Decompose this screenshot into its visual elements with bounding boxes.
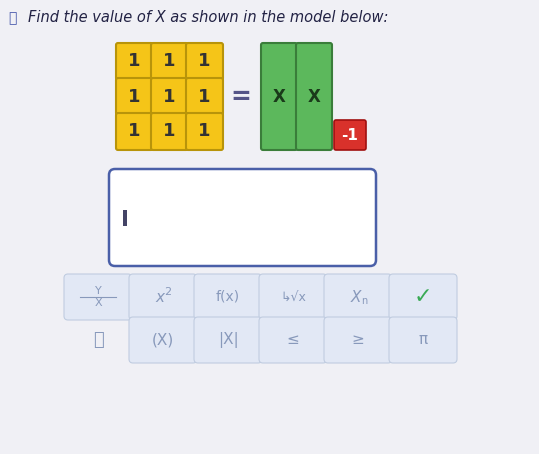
FancyBboxPatch shape	[259, 317, 327, 363]
Text: ≤: ≤	[287, 332, 299, 347]
Text: 1: 1	[128, 88, 141, 105]
FancyBboxPatch shape	[116, 43, 153, 80]
Text: n: n	[361, 296, 367, 306]
Text: (X): (X)	[152, 332, 174, 347]
Text: -1: -1	[342, 128, 358, 143]
FancyBboxPatch shape	[151, 43, 188, 80]
Text: 🗑: 🗑	[93, 331, 103, 349]
FancyBboxPatch shape	[116, 78, 153, 115]
FancyBboxPatch shape	[151, 78, 188, 115]
Text: |X|: |X|	[218, 332, 238, 348]
Text: 1: 1	[163, 88, 176, 105]
Text: X: X	[308, 88, 321, 105]
FancyBboxPatch shape	[129, 317, 197, 363]
FancyBboxPatch shape	[116, 113, 153, 150]
Text: ≥: ≥	[351, 332, 364, 347]
Text: ↳√x: ↳√x	[280, 291, 306, 304]
FancyBboxPatch shape	[186, 78, 223, 115]
FancyBboxPatch shape	[261, 43, 297, 150]
FancyBboxPatch shape	[259, 274, 327, 320]
FancyBboxPatch shape	[324, 274, 392, 320]
Text: π: π	[418, 332, 427, 347]
Text: Y: Y	[95, 286, 101, 296]
FancyBboxPatch shape	[389, 274, 457, 320]
Text: 2: 2	[164, 287, 171, 297]
FancyBboxPatch shape	[109, 169, 376, 266]
Text: 1: 1	[198, 123, 211, 140]
Text: 1: 1	[198, 53, 211, 70]
Text: 🔈: 🔈	[8, 11, 16, 25]
Text: 1: 1	[198, 88, 211, 105]
FancyBboxPatch shape	[389, 317, 457, 363]
FancyBboxPatch shape	[324, 317, 392, 363]
FancyBboxPatch shape	[129, 274, 197, 320]
FancyBboxPatch shape	[186, 113, 223, 150]
Text: ✓: ✓	[414, 287, 432, 307]
Text: Find the value of X as shown in the model below:: Find the value of X as shown in the mode…	[28, 10, 389, 25]
FancyBboxPatch shape	[64, 274, 132, 320]
Text: x: x	[155, 290, 164, 305]
Text: 1: 1	[128, 123, 141, 140]
Text: =: =	[231, 84, 251, 109]
FancyBboxPatch shape	[151, 113, 188, 150]
Text: 1: 1	[163, 123, 176, 140]
FancyBboxPatch shape	[186, 43, 223, 80]
Text: X: X	[94, 298, 102, 308]
Bar	[123, 209, 127, 226]
Text: 1: 1	[128, 53, 141, 70]
Text: 1: 1	[163, 53, 176, 70]
Text: X: X	[351, 290, 361, 305]
FancyBboxPatch shape	[194, 274, 262, 320]
Text: f(x): f(x)	[216, 290, 240, 304]
FancyBboxPatch shape	[334, 120, 366, 150]
FancyBboxPatch shape	[296, 43, 332, 150]
FancyBboxPatch shape	[194, 317, 262, 363]
Text: X: X	[273, 88, 286, 105]
